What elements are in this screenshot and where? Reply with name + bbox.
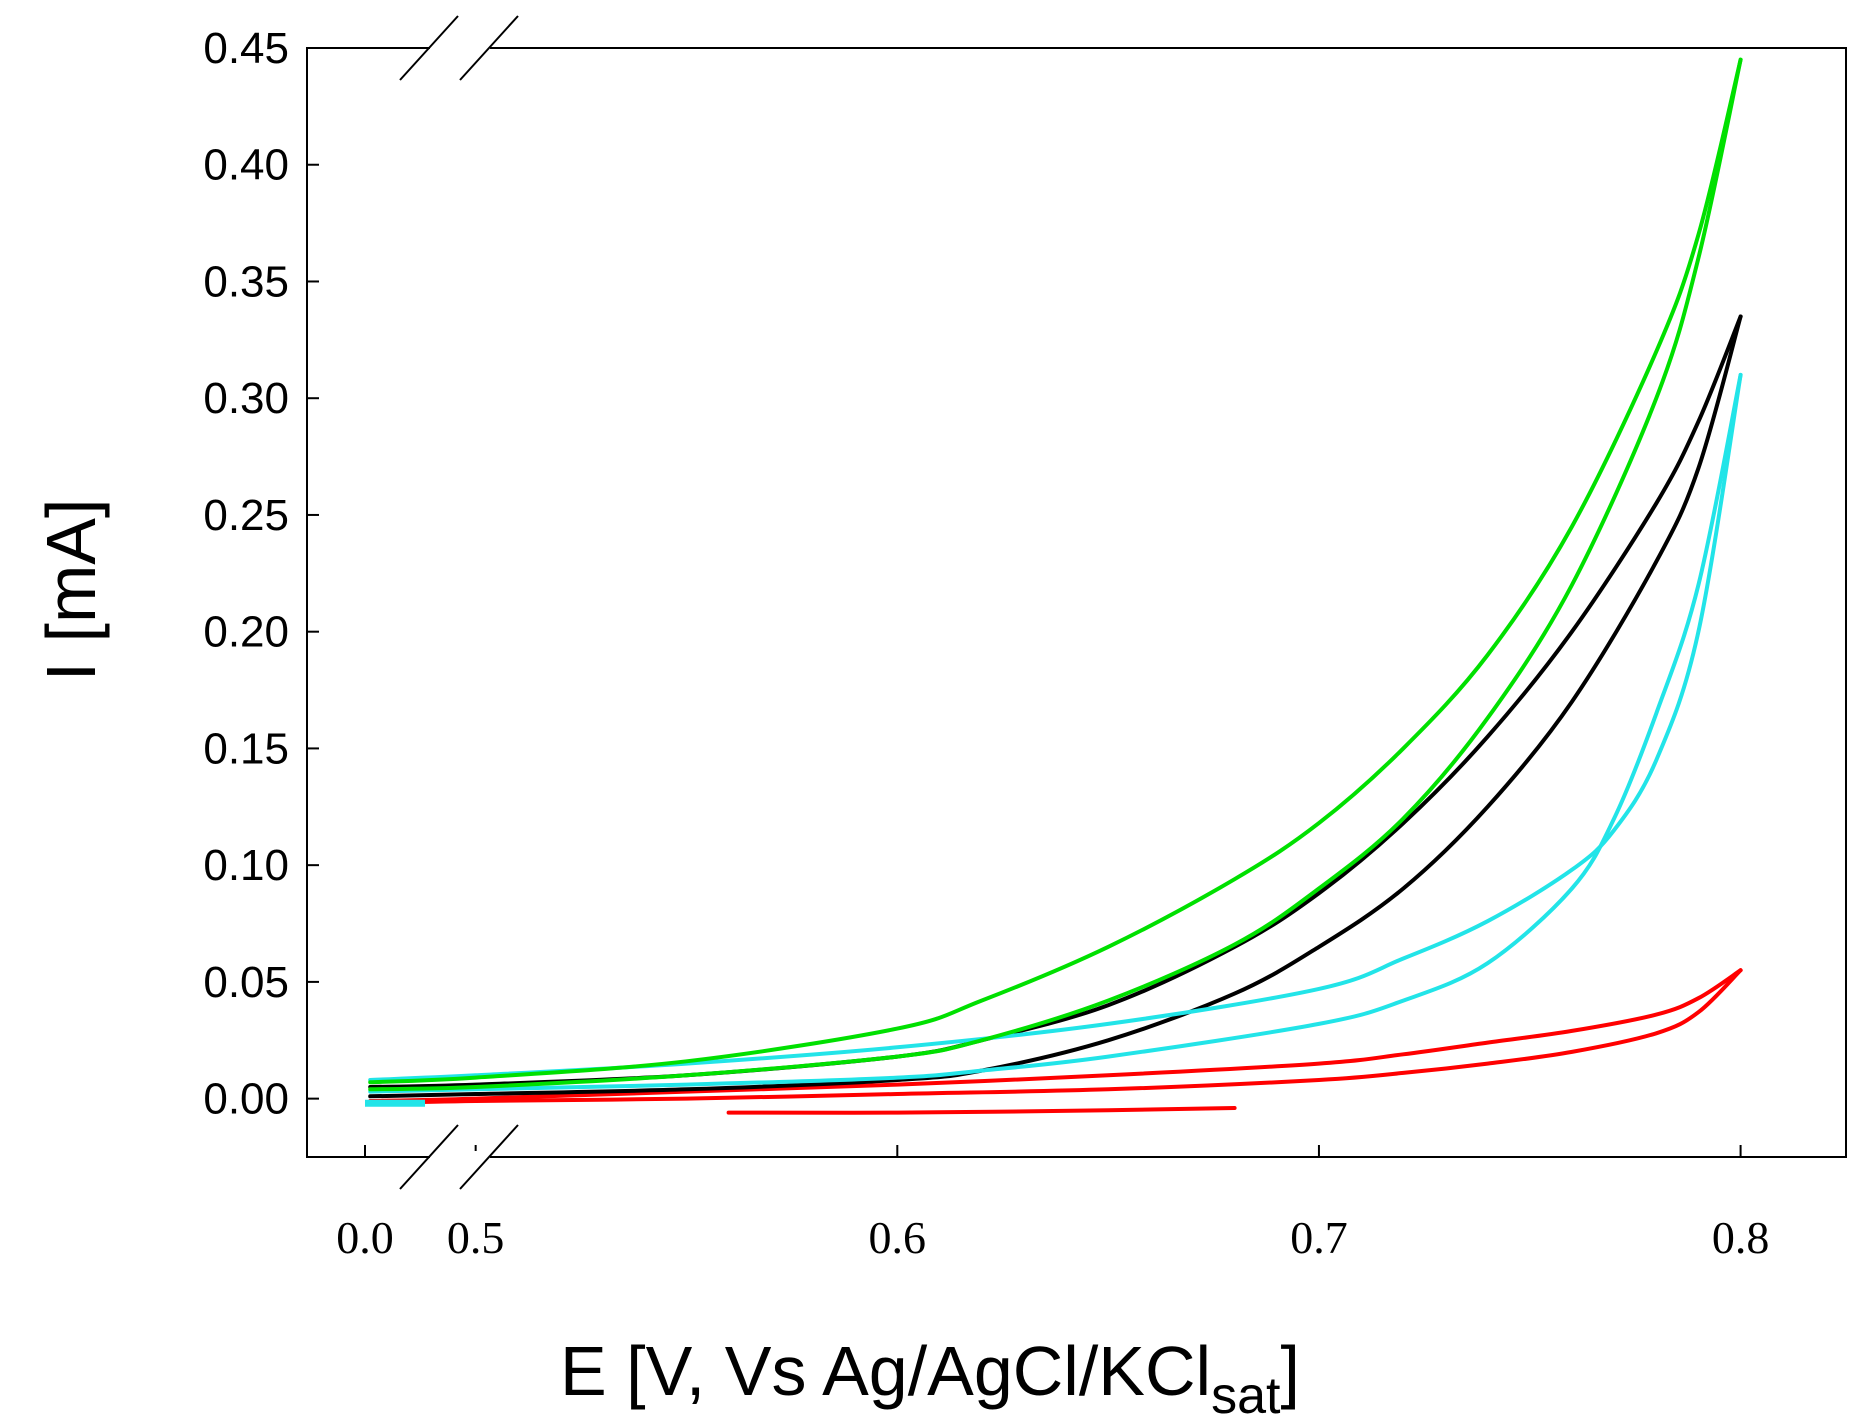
- x-tick-label: 0.7: [1290, 1212, 1348, 1263]
- series-green: [368, 57, 1743, 1092]
- axis-break-slash: [459, 15, 519, 81]
- series-red: [368, 968, 1743, 1115]
- y-tick-label: 0.45: [203, 24, 289, 73]
- series-layer: [365, 57, 1743, 1115]
- axis-break-slash: [399, 1124, 459, 1190]
- series-red-extra-line: [726, 1106, 1237, 1115]
- x-tick-label: 0.0: [336, 1212, 394, 1263]
- series-black-forward-line: [368, 314, 1743, 1099]
- axis-break-slash: [399, 15, 459, 81]
- x-axis-title: E [V, Vs Ag/AgCl/KClsat]: [560, 1332, 1300, 1416]
- y-tick-label: 0.00: [203, 1075, 289, 1124]
- series-cyan-backward-line: [368, 372, 1743, 1082]
- y-tick-label: 0.10: [203, 841, 289, 890]
- series-green-backward-line: [368, 57, 1743, 1085]
- y-axis: 0.00 0.05 0.10 0.15 0.20 0.25 0.30 0.35 0.40 0.45: [203, 24, 319, 1124]
- axis-break-slash: [459, 1124, 519, 1190]
- y-tick-label: 0.20: [203, 608, 289, 657]
- y-tick-label: 0.40: [203, 141, 289, 190]
- x-axis-title-close: ]: [1280, 1332, 1299, 1410]
- x-tick-label: 0.5: [447, 1212, 505, 1263]
- y-tick-label: 0.15: [203, 724, 289, 773]
- axis-break: [399, 15, 519, 1190]
- y-tick-label: 0.30: [203, 374, 289, 423]
- axis-break-gap: [430, 42, 490, 54]
- y-tick-label: 0.05: [203, 958, 289, 1007]
- x-axis-title-subscript: sat: [1211, 1367, 1281, 1416]
- x-axis-title-main: E [V, Vs Ag/AgCl/KCl: [560, 1332, 1211, 1410]
- y-tick-label: 0.25: [203, 491, 289, 540]
- plot-frame: [306, 47, 1847, 1158]
- series-cyan-forward-line: [368, 372, 1743, 1094]
- series-red-backward-line: [368, 968, 1743, 1103]
- y-tick-label: 0.35: [203, 257, 289, 306]
- plot-border: [306, 47, 1847, 1158]
- axis-break-gap: [430, 1151, 490, 1163]
- series-black: [368, 314, 1743, 1099]
- series-green-forward-line: [368, 57, 1743, 1092]
- x-tick-label: 0.6: [869, 1212, 927, 1263]
- y-axis-title: I [mA]: [32, 499, 110, 682]
- x-tick-label: 0.8: [1712, 1212, 1770, 1263]
- series-red-forward-line: [368, 968, 1743, 1106]
- x-axis: 0.0 0.5 0.6 0.7 0.8: [336, 1145, 1769, 1263]
- series-cyan: [365, 372, 1743, 1107]
